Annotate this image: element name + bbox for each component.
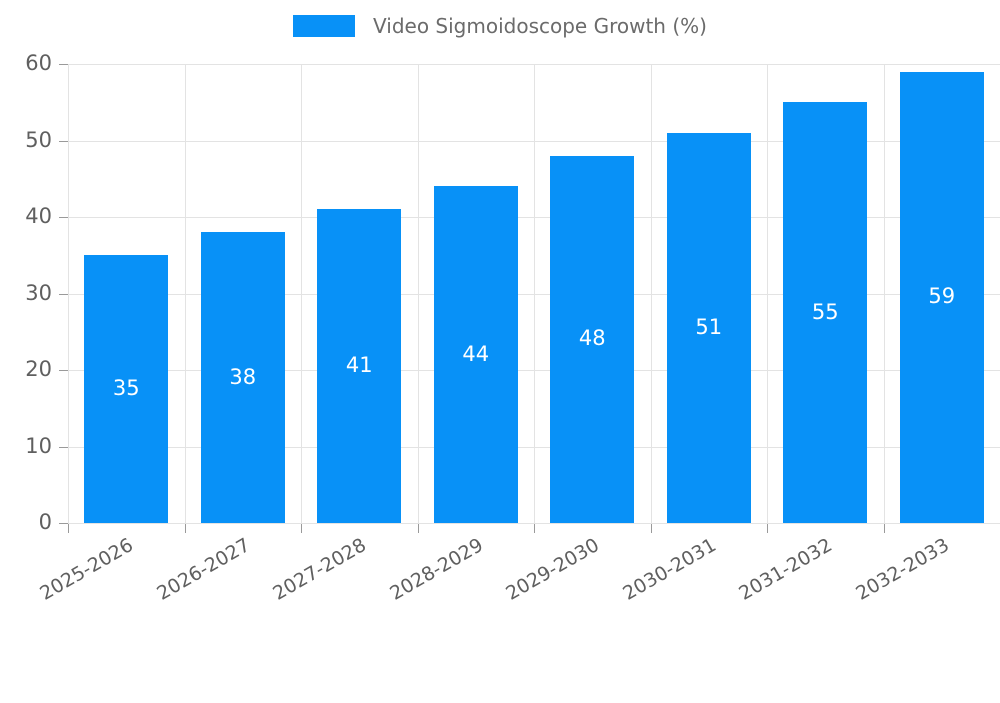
y-tick-30: [59, 294, 68, 295]
bar-2030-2031[interactable]: 51: [666, 132, 751, 523]
y-tick-50: [59, 141, 68, 142]
x-tick-4: [534, 524, 535, 533]
y-tick-label-40: 40: [25, 204, 52, 228]
bar-value-label-2025-2026: 35: [112, 376, 140, 401]
y-tick-label-0: 0: [38, 510, 52, 534]
y-tick-10: [59, 447, 68, 448]
y-tick-20: [59, 370, 68, 371]
x-tick-2: [301, 524, 302, 533]
bar-value-label-2032-2033: 59: [928, 284, 956, 309]
bar-value-label-2028-2029: 44: [462, 341, 490, 366]
y-tick-label-30: 30: [25, 280, 52, 305]
x-tick-1: [185, 524, 186, 533]
bar-2026-2027[interactable]: 38: [200, 232, 285, 523]
x-tick-0: [68, 524, 69, 533]
bar-value-label-2030-2031: 51: [695, 314, 723, 339]
y-tick-label-50: 50: [25, 127, 52, 152]
y-tick-40: [59, 217, 68, 218]
gridline-v-3: [418, 64, 419, 523]
x-tick-5: [651, 524, 652, 533]
chart-legend: Video Sigmoidoscope Growth (%): [0, 10, 1000, 42]
gridline-v-5: [651, 64, 652, 523]
x-tick-6: [767, 524, 768, 533]
x-tick-7: [884, 524, 885, 533]
y-tick-label-10: 10: [25, 433, 52, 458]
legend-swatch-video-sigmoidoscope-growth: [293, 15, 356, 37]
plot-area: 35 38 41 44 48 51 55 59: [68, 64, 1000, 524]
gridline-h-0: [68, 523, 1000, 524]
y-tick-label-60: 60: [25, 51, 52, 75]
gridline-v-4: [534, 64, 535, 523]
bar-2032-2033[interactable]: 59: [899, 71, 984, 523]
gridline-v-0: [68, 64, 69, 523]
bar-2029-2030[interactable]: 48: [550, 155, 635, 523]
y-tick-0: [59, 523, 68, 524]
bar-value-label-2029-2030: 48: [578, 326, 606, 351]
y-tick-label-20: 20: [25, 357, 52, 381]
bar-value-label-2027-2028: 41: [345, 353, 373, 378]
bar-2028-2029[interactable]: 44: [433, 186, 518, 523]
gridline-v-6: [767, 64, 768, 523]
x-tick-3: [418, 524, 419, 533]
gridline-v-2: [301, 64, 302, 523]
bar-2027-2028[interactable]: 41: [317, 209, 402, 523]
gridline-v-7: [884, 64, 885, 523]
bar-value-label-2031-2032: 55: [811, 299, 839, 324]
legend-label-video-sigmoidoscope-growth: Video Sigmoidoscope Growth (%): [373, 14, 707, 38]
gridline-v-1: [185, 64, 186, 523]
bar-2025-2026[interactable]: 35: [84, 255, 169, 523]
bar-2031-2032[interactable]: 55: [783, 102, 868, 523]
y-tick-60: [59, 64, 68, 65]
bar-value-label-2026-2027: 38: [229, 364, 257, 389]
bar-chart: Video Sigmoidoscope Growth (%) 35 38 41 44 4…: [0, 10, 1000, 605]
